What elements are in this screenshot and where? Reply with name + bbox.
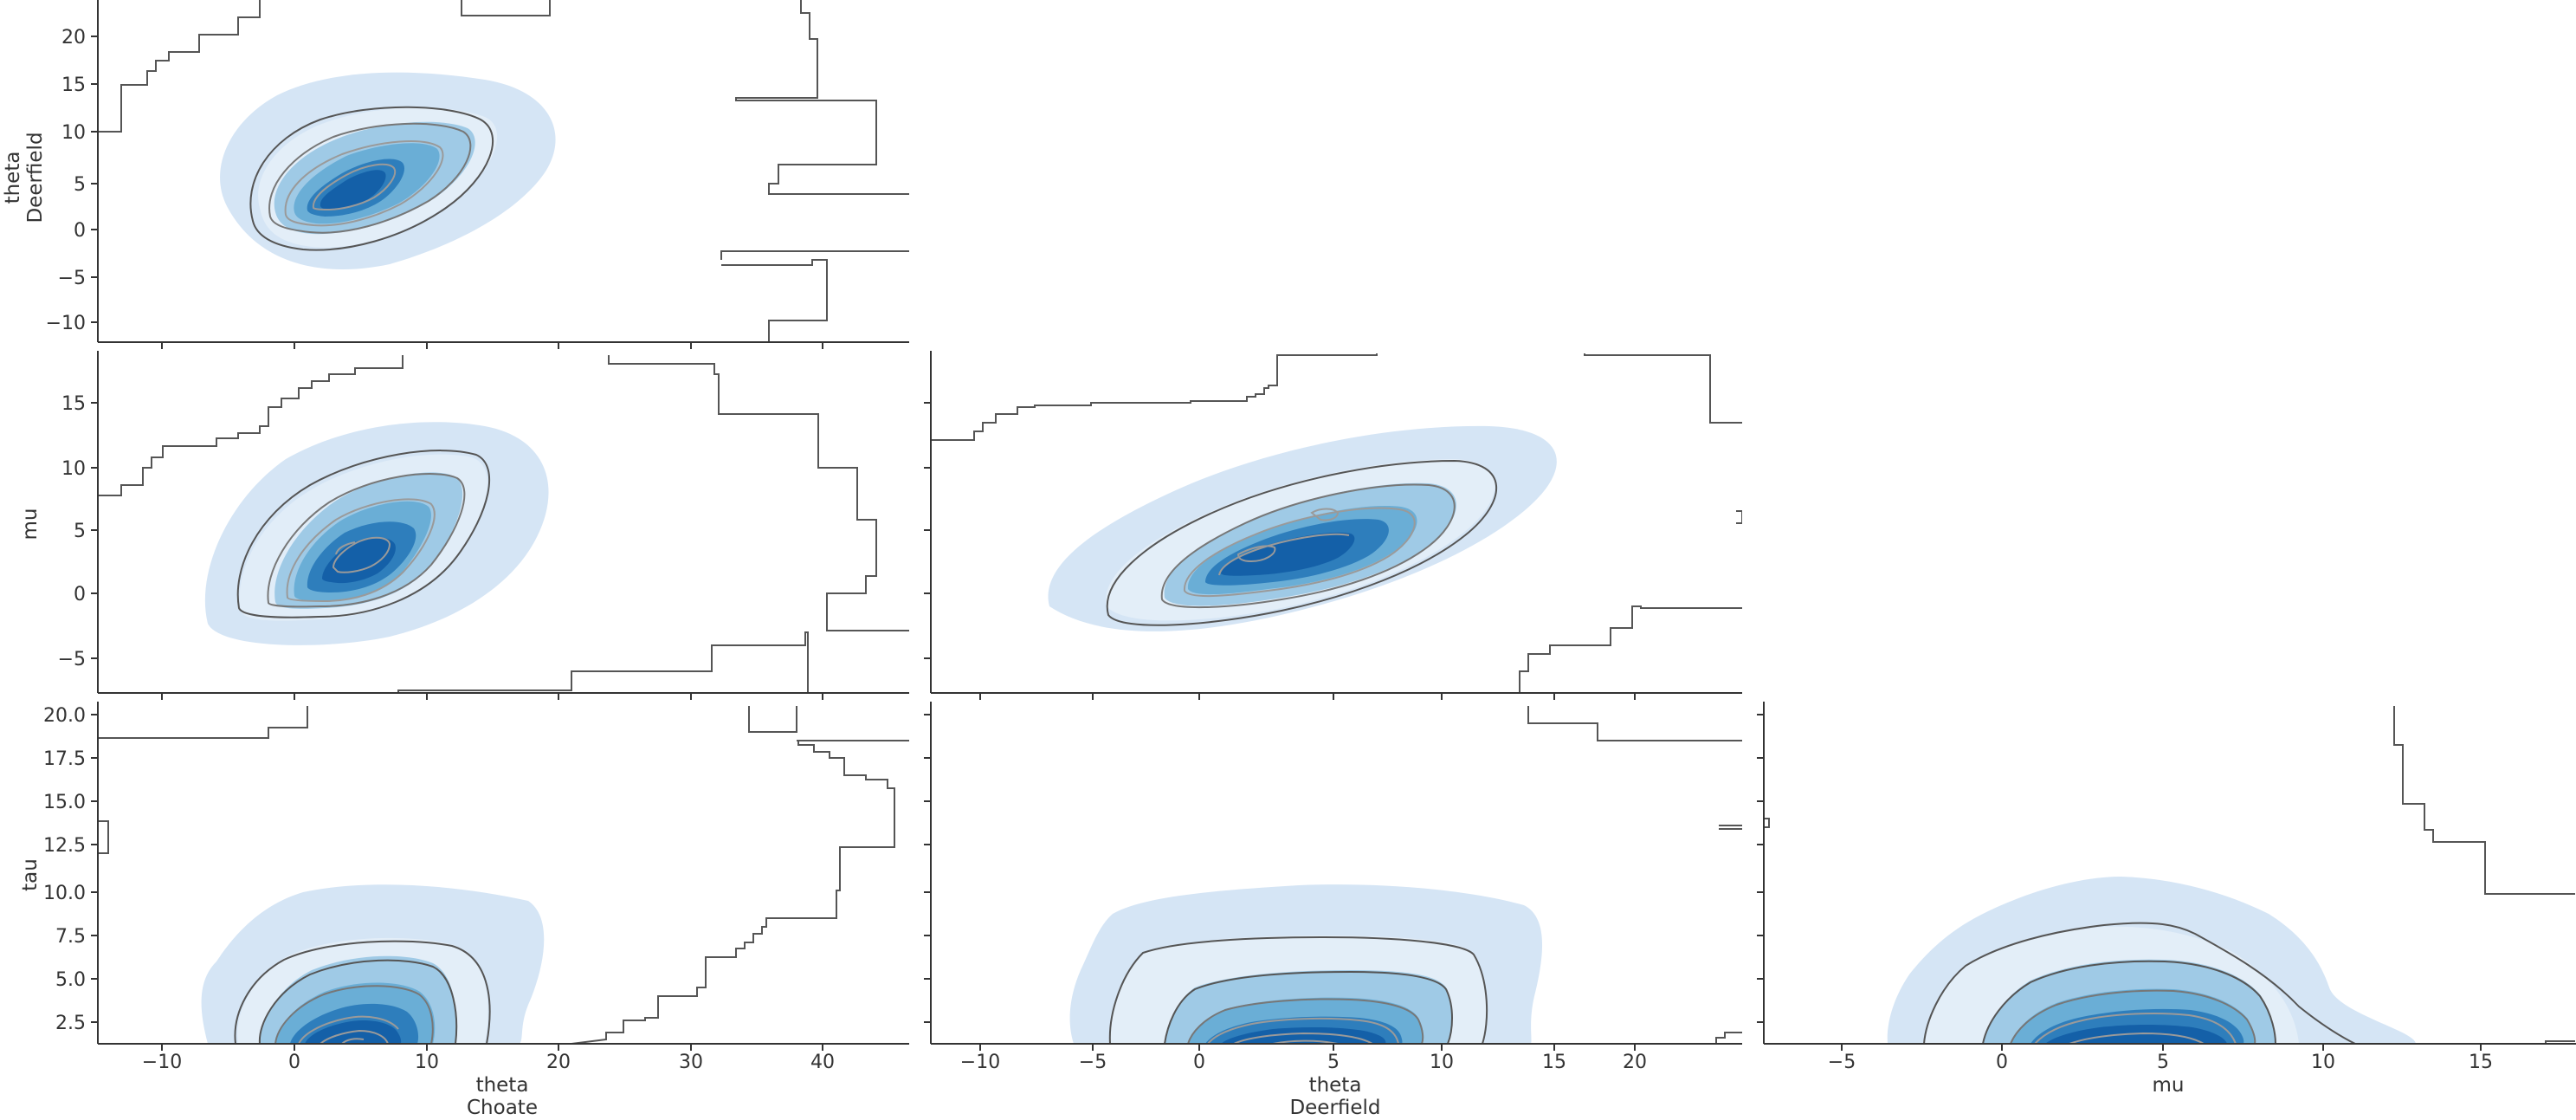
x-tick-label: −5 (1079, 1052, 1107, 1073)
kde-fill-mu-tau (1887, 877, 2416, 1044)
kde-level-6 (1221, 532, 1355, 576)
y-tick-label: 5 (74, 174, 86, 196)
kde-fill-theta-choate-mu (204, 422, 549, 645)
y-axis-label-line1: theta (2, 152, 24, 204)
x-tick-label: 15 (2469, 1052, 2493, 1073)
kde-contours-theta-choate-mu (236, 450, 491, 618)
y-axis-label: tau (19, 858, 42, 891)
y-tick-label: 0 (74, 220, 86, 242)
y-tick-label: 17.5 (43, 748, 86, 770)
marginal-rug-theta-choate-tau (98, 706, 909, 1044)
panel-theta-choate-vs-mu (98, 355, 909, 693)
kde-level-6 (1221, 1026, 1386, 1044)
y-axis-label: mu (19, 508, 42, 541)
x-tick-label: 15 (1542, 1052, 1566, 1073)
panel-mu-vs-tau (1764, 706, 2575, 1044)
y-tick-label: 5.0 (55, 969, 86, 991)
panel-theta-deerfield-vs-mu (931, 353, 1742, 693)
y-tick-label: 15 (61, 393, 86, 415)
panel-theta-choate-vs-theta-deerfield (98, 0, 909, 342)
y-tick-label: 0 (74, 584, 86, 605)
kde-fill-theta-choate-theta-deerfield (220, 72, 556, 269)
y-tick-label: −10 (46, 313, 86, 334)
kde-contours-theta-deerfield-mu (1106, 459, 1497, 626)
panel-theta-choate-vs-tau (98, 706, 909, 1044)
kde-contours-mu-tau (1923, 922, 2356, 1044)
x-tick-label: 20 (546, 1052, 571, 1073)
y-axis-label-line2: Deerfield (24, 132, 47, 223)
x-tick-label: 10 (415, 1052, 439, 1073)
kde-contours-theta-choate-theta-deerfield (249, 106, 494, 251)
x-axis-label-line1: theta (476, 1074, 529, 1097)
x-tick-label: 10 (1430, 1052, 1454, 1073)
y-tick-label: −5 (58, 649, 86, 670)
x-tick-label: 20 (1623, 1052, 1647, 1073)
x-tick-label: 0 (288, 1052, 300, 1073)
x-axis-label-line1: mu (2153, 1074, 2185, 1097)
y-tick-label: 7.5 (55, 926, 86, 948)
marginal-rug-theta-deerfield-tau (1527, 706, 1742, 1044)
x-tick-label: 0 (1996, 1052, 2008, 1073)
x-tick-label: 5 (2157, 1052, 2169, 1073)
y-tick-label: 2.5 (55, 1013, 86, 1034)
y-tick-label: 12.5 (43, 835, 86, 857)
x-axis-label-line2: Choate (467, 1097, 538, 1119)
x-tick-label: −10 (142, 1052, 182, 1073)
marginal-rug-theta-deerfield-mu (931, 353, 1742, 693)
x-tick-label: 5 (1327, 1052, 1340, 1073)
y-tick-label: 10.0 (43, 883, 86, 904)
y-tick-label: 10 (61, 122, 86, 144)
marginal-rug-theta-choate-mu (98, 355, 909, 693)
y-tick-label: 10 (61, 458, 86, 480)
x-tick-label: 30 (679, 1052, 703, 1073)
kde-fill-theta-deerfield-tau (1069, 884, 1543, 1044)
x-tick-label: 40 (810, 1052, 835, 1073)
y-tick-label: 20.0 (43, 705, 86, 727)
x-tick-label: −10 (960, 1052, 1000, 1073)
y-tick-label: 15.0 (43, 792, 86, 813)
panel-theta-deerfield-vs-tau (1069, 706, 1742, 1044)
marginal-rug-theta-choate-theta-deerfield (98, 0, 909, 342)
y-tick-label: 5 (74, 521, 86, 542)
kde-level-6 (320, 170, 386, 210)
x-tick-label: −5 (1828, 1052, 1856, 1073)
x-axis-label-line1: theta (1309, 1074, 1362, 1097)
y-tick-label: 20 (61, 27, 86, 49)
kde-contours-theta-choate-tau (234, 940, 491, 1044)
x-axis-label-line2: Deerfield (1289, 1097, 1380, 1119)
y-tick-label: −5 (58, 268, 86, 289)
kde-contours-theta-deerfield-tau (1108, 935, 1488, 1044)
x-tick-label: 0 (1193, 1052, 1205, 1073)
kde-fill-theta-choate-tau (201, 884, 545, 1044)
y-tick-label: 15 (61, 74, 86, 96)
x-tick-label: 10 (2311, 1052, 2335, 1073)
kde-fill-theta-deerfield-mu (1048, 425, 1557, 631)
